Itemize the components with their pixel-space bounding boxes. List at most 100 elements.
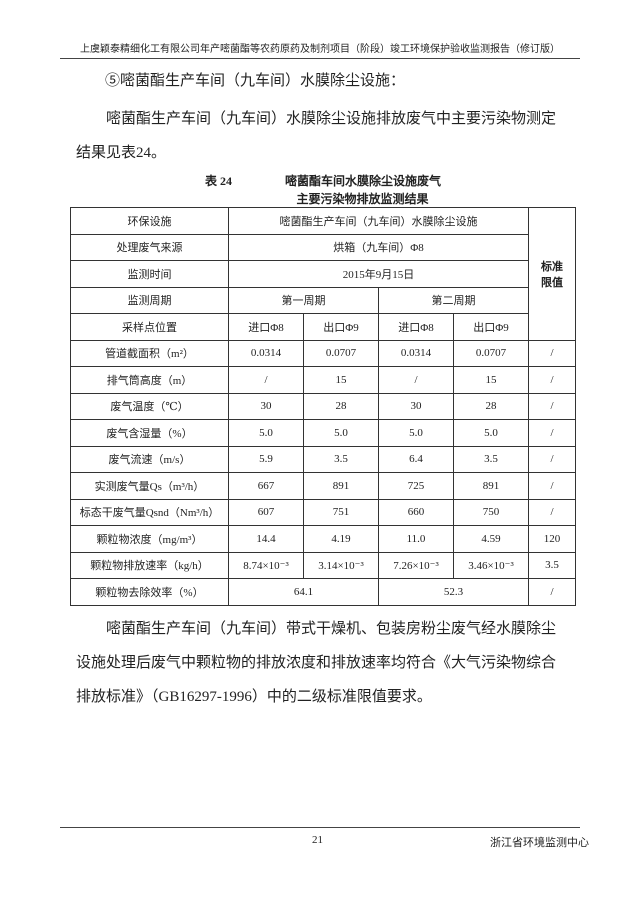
- intro: 嘧菌酯生产车间（九车间）水膜除尘设施排放废气中主要污染物测定结果见表24。: [76, 111, 557, 161]
- table-cell: 出口Φ9: [453, 313, 529, 341]
- table-cell: 3.5: [528, 551, 576, 579]
- table-row: 废气温度（℃） 30 28 30 28/: [70, 392, 576, 420]
- page-number: 21: [312, 834, 323, 846]
- table-cell: 颗粒物浓度（mg/m³）: [70, 525, 229, 553]
- table-row: 标态干废气量Qsnd（Nm³/h） 607 751 660 750/: [70, 498, 576, 526]
- table-cell: 120: [528, 525, 576, 553]
- table-cell: 环保设施: [70, 207, 229, 235]
- table-row: 废气流速（m/s） 5.9 3.5 6.4 3.5/: [70, 445, 576, 473]
- table-cell: 4.59: [453, 525, 529, 553]
- table-cell: 750: [453, 498, 529, 526]
- table-cell: 11.0: [378, 525, 454, 553]
- table-cell: 处理废气来源: [70, 233, 229, 261]
- table-cell: 0.0707: [453, 339, 529, 367]
- table-cell: 5.0: [228, 419, 304, 447]
- table-cell: 第一周期: [228, 286, 379, 314]
- table-cell: 进口Φ8: [378, 313, 454, 341]
- table-cell: 第二周期: [378, 286, 529, 314]
- data-table: 环保设施 嘧菌酯生产车间（九车间）水膜除尘设施 标准限值 处理废气来源 烘箱（九车间）Φ…: [70, 207, 576, 606]
- table-cell: 3.5: [453, 445, 529, 473]
- table-row: 废气含湿量（%） 5.0 5.0 5.0 5.0/: [70, 419, 576, 447]
- table-cell: 28: [453, 392, 529, 420]
- table-row: 采样点位置 进口Φ8 出口Φ9 进口Φ8 出口Φ9: [70, 313, 576, 341]
- table-row: 颗粒物浓度（mg/m³） 14.4 4.19 11.0 4.59 120: [70, 525, 576, 553]
- conclusion: 嘧菌酯生产车间（九车间）带式干燥机、包装房粉尘废气经水膜除尘设施处理后废气中颗粒…: [76, 621, 557, 705]
- table-cell: 7.26×10⁻³: [378, 551, 454, 579]
- table-cell: 14.4: [228, 525, 304, 553]
- table-cell: 0.0707: [303, 339, 379, 367]
- table-cell: /: [528, 339, 576, 367]
- table-row: 排气筒高度（m）/15/15/: [70, 366, 576, 394]
- table-row: 监测周期 第一周期 第二周期: [70, 286, 576, 314]
- table-row: 环保设施 嘧菌酯生产车间（九车间）水膜除尘设施 标准限值: [70, 207, 576, 341]
- table-cell: 6.4: [378, 445, 454, 473]
- table-cell: 15: [453, 366, 529, 394]
- table-cell: /: [528, 445, 576, 473]
- table-row: 监测时间 2015年9月15日: [70, 260, 576, 288]
- table-cell: 3.5: [303, 445, 379, 473]
- table-cell: 5.0: [453, 419, 529, 447]
- table-cell: 排气筒高度（m）: [70, 366, 229, 394]
- table-cell: 5.0: [378, 419, 454, 447]
- footer-org: 浙江省环境监测中心: [490, 837, 589, 849]
- table-cell: /: [528, 366, 576, 394]
- table-cell: 实测废气量Qs（m³/h）: [70, 472, 229, 500]
- table-cell: 751: [303, 498, 379, 526]
- table-cell: 标准限值: [528, 207, 576, 341]
- table-cell: 标态干废气量Qsnd（Nm³/h）: [70, 498, 229, 526]
- caption-no: 表 24: [205, 174, 233, 188]
- table-cell: 891: [453, 472, 529, 500]
- table-cell: 进口Φ8: [228, 313, 304, 341]
- table-cell: 15: [303, 366, 379, 394]
- table-cell: 667: [228, 472, 304, 500]
- table-cell: /: [528, 472, 576, 500]
- table-cell: /: [228, 366, 304, 394]
- table-cell: 采样点位置: [70, 313, 229, 341]
- table-cell: 监测周期: [70, 286, 229, 314]
- table-cell: 嘧菌酯生产车间（九车间）水膜除尘设施: [228, 207, 529, 235]
- table-cell: 5.9: [228, 445, 304, 473]
- table-cell: 30: [228, 392, 304, 420]
- table-cell: 3.14×10⁻³: [303, 551, 379, 579]
- table-cell: 0.0314: [378, 339, 454, 367]
- table-cell: /: [528, 498, 576, 526]
- header-title: 上虞颖泰精细化工有限公司年产嘧菌酯等农药原药及制剂项目（阶段）竣工环境保护验收监…: [60, 40, 580, 59]
- table-cell: 4.19: [303, 525, 379, 553]
- caption-line2: 主要污染物排放监测结果: [296, 192, 429, 206]
- table-cell: 2015年9月15日: [228, 260, 529, 288]
- table-cell: 废气流速（m/s）: [70, 445, 229, 473]
- table-cell: 5.0: [303, 419, 379, 447]
- table-cell: 607: [228, 498, 304, 526]
- table-cell: 0.0314: [228, 339, 304, 367]
- table-cell: 出口Φ9: [303, 313, 379, 341]
- table-cell: 725: [378, 472, 454, 500]
- table-cell: 660: [378, 498, 454, 526]
- table-cell: 管道截面积（m²）: [70, 339, 229, 367]
- table-cell: /: [378, 366, 454, 394]
- table-cell: /: [528, 578, 576, 606]
- table-cell: 28: [303, 392, 379, 420]
- table-cell: 30: [378, 392, 454, 420]
- table-cell: 颗粒物排放速率（kg/h）: [70, 551, 229, 579]
- table-cell: 废气温度（℃）: [70, 392, 229, 420]
- table-cell: 烘箱（九车间）Φ8: [228, 233, 529, 261]
- table-row: 颗粒物排放速率（kg/h） 8.74×10⁻³ 3.14×10⁻³ 7.26×10⁻³…: [70, 551, 576, 579]
- table-cell: /: [528, 392, 576, 420]
- table-cell: 颗粒物去除效率（%）: [70, 578, 229, 606]
- table-cell: 52.3: [378, 578, 529, 606]
- section-heading: ⑤嘧菌酯生产车间（九车间）水膜除尘设施：: [105, 73, 406, 89]
- table-row: 实测废气量Qs（m³/h） 667 891 725 891/: [70, 472, 576, 500]
- caption-line1: 嘧菌酯车间水膜除尘设施废气: [285, 174, 442, 188]
- table-cell: 891: [303, 472, 379, 500]
- table-cell: 8.74×10⁻³: [228, 551, 304, 579]
- footer-rule: [60, 827, 580, 828]
- table-cell: 3.46×10⁻³: [453, 551, 529, 579]
- table-row: 管道截面积（m²） 0.0314 0.0707 0.0314 0.0707/: [70, 339, 576, 367]
- table-cell: /: [528, 419, 576, 447]
- table-row: 处理废气来源 烘箱（九车间）Φ8: [70, 233, 576, 261]
- table-cell: 64.1: [228, 578, 379, 606]
- table-cell: 监测时间: [70, 260, 229, 288]
- table-cell: 废气含湿量（%）: [70, 419, 229, 447]
- table-row: 颗粒物去除效率（%） 64.1 52.3/: [70, 578, 576, 606]
